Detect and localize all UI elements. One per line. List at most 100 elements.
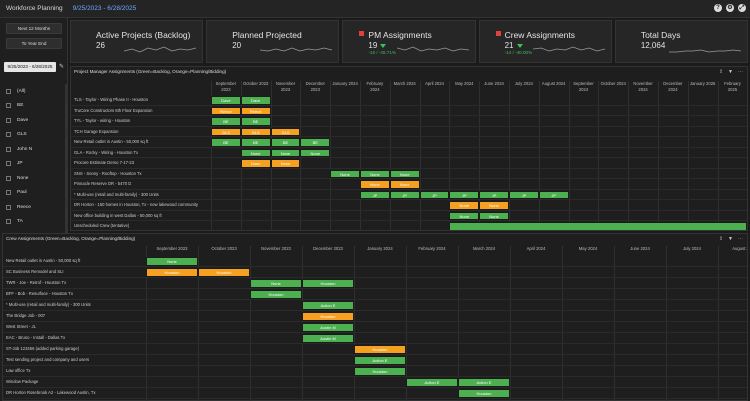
crew-export-icon[interactable]: ⇪ [718, 236, 724, 242]
filter-item[interactable]: BE [4, 99, 64, 114]
checkbox[interactable] [6, 190, 11, 196]
assignment-bar[interactable]: JP [538, 190, 569, 199]
filter-item[interactable]: John N [4, 142, 64, 157]
header-date-range[interactable]: 9/25/2023 - 6/28/2025 [72, 5, 137, 12]
month-header: August 2024 [541, 81, 566, 86]
assignment-bar[interactable]: None [479, 211, 509, 220]
assignment-bar[interactable]: Reece [240, 106, 271, 115]
assignment-bar[interactable]: JP [419, 190, 450, 199]
assignment-bar[interactable]: GLS [240, 127, 271, 136]
assignment-bar[interactable]: JP [479, 190, 509, 199]
assignment-bar[interactable]: GLS [211, 127, 241, 136]
assignment-bar[interactable]: None [146, 257, 198, 266]
grid-line [509, 81, 510, 230]
row-divider [3, 266, 747, 267]
assignment-bar[interactable]: Houston [458, 389, 510, 398]
filter-item[interactable]: TA [4, 215, 64, 230]
filter-scrollbar[interactable] [65, 84, 67, 234]
kpi-title: Planned Projected [232, 30, 302, 40]
row-label: * Multi-use (retail and multi-family) - … [74, 191, 159, 197]
checkbox[interactable] [6, 103, 11, 109]
assignment-bar[interactable]: Houston [354, 367, 406, 376]
assignment-bar[interactable]: JP [389, 190, 420, 199]
assignment-bar[interactable]: BE [211, 138, 241, 147]
to-year-end-button[interactable]: To Year End [6, 38, 62, 49]
checkbox[interactable] [6, 88, 11, 94]
filter-item[interactable]: JP [4, 157, 64, 172]
assignment-bar[interactable]: Action E [354, 356, 406, 365]
assignment-bar[interactable]: None [330, 169, 360, 178]
checkbox[interactable] [6, 117, 11, 123]
assignment-bar[interactable]: None [449, 211, 480, 220]
assignment-bar[interactable]: GLS [270, 127, 301, 136]
assignment-bar[interactable]: Reece [211, 106, 241, 115]
assignment-bar[interactable]: JP [449, 190, 480, 199]
month-header: September 2024 [573, 81, 594, 92]
row-label: West Street - JL [6, 324, 36, 329]
edit-pencil-icon[interactable]: ✎ [59, 64, 65, 70]
kpi-card[interactable]: Total Days 12,064 [614, 20, 749, 63]
help-icon[interactable]: ? [714, 4, 722, 12]
assignment-bar[interactable]: Houston [354, 345, 406, 354]
filter-item[interactable]: Paul [4, 186, 64, 201]
assignment-bar[interactable]: None [389, 169, 420, 178]
assignment-bar[interactable]: Houston [250, 290, 302, 299]
assignment-bar[interactable]: Houston [302, 312, 354, 321]
assignment-bar[interactable]: Austin M [302, 323, 354, 332]
assignment-bar[interactable]: None [300, 148, 331, 157]
checkbox[interactable] [6, 146, 11, 152]
assignment-bar[interactable]: Dave [240, 96, 271, 105]
assignment-bar[interactable]: BE [300, 138, 331, 147]
assignment-bar[interactable]: JP [360, 190, 390, 199]
filter-item[interactable]: Dave [4, 113, 64, 128]
filter-item[interactable]: Reece [4, 200, 64, 215]
assignment-bar[interactable]: Action E [302, 301, 354, 310]
assignment-bar[interactable]: Action E [458, 378, 510, 387]
assignment-bar[interactable]: None [240, 148, 271, 157]
assignment-bar[interactable]: BE [270, 138, 301, 147]
assignment-bar[interactable]: None [389, 180, 420, 189]
export-icon[interactable]: ⇪ [718, 69, 724, 75]
assignment-bar[interactable]: None [449, 201, 480, 210]
filter-icon[interactable]: ▼ [728, 69, 733, 75]
checkbox[interactable] [6, 175, 11, 181]
assignment-bar[interactable]: BE [211, 117, 241, 126]
filter-item[interactable]: None [4, 171, 64, 186]
assignment-bar[interactable]: Dave [211, 96, 241, 105]
checkbox[interactable] [6, 161, 11, 167]
assignment-bar[interactable]: None [479, 201, 509, 210]
filter-item[interactable]: (All) [4, 84, 64, 99]
assignment-bar[interactable]: Houston [198, 268, 250, 277]
assignment-bar[interactable]: None [360, 180, 390, 189]
assignment-bar[interactable]: None [360, 169, 390, 178]
assignment-bar[interactable]: None [240, 159, 271, 168]
assignment-bar[interactable]: Action E [406, 378, 458, 387]
assignment-bar[interactable] [449, 222, 747, 230]
checkbox[interactable] [6, 219, 11, 225]
assignment-bar[interactable]: Houston [146, 268, 198, 277]
checkbox[interactable] [6, 132, 11, 138]
kpi-card[interactable]: Active Projects (Backlog) 26 [70, 20, 204, 63]
crew-filter-icon[interactable]: ▼ [728, 236, 733, 242]
assignment-bar[interactable]: BE [240, 117, 271, 126]
more-options-icon[interactable]: ⋯ [738, 69, 743, 75]
assignment-bar[interactable]: JP [509, 190, 539, 199]
assignment-bar[interactable]: Austin M [302, 334, 354, 343]
assignment-bar[interactable]: None [250, 279, 302, 288]
settings-icon[interactable]: ⚙ [726, 4, 734, 12]
checkbox[interactable] [6, 204, 11, 210]
kpi-card[interactable]: PM Assignments 19 -16 / -45.71% [342, 20, 476, 63]
assignment-bar[interactable]: None [270, 148, 301, 157]
kpi-card[interactable]: Planned Projected 20 [206, 20, 340, 63]
assignment-bar[interactable]: BE [240, 138, 271, 147]
pm-filter-list: (All) BE Dave GLS John N JP None Paul Reece TA [4, 84, 64, 234]
grid-line [198, 246, 199, 401]
next-12-months-button[interactable]: Next 12 Months [6, 23, 62, 34]
date-range-input[interactable]: 9/25/2023 - 6/28/2025 [4, 62, 56, 72]
assignment-bar[interactable]: Houston [302, 279, 354, 288]
filter-item[interactable]: GLS [4, 128, 64, 143]
crew-more-options-icon[interactable]: ⋯ [738, 236, 743, 242]
kpi-card[interactable]: Crew Assignments 21 -14 / -40.00% [478, 20, 612, 63]
fullscreen-icon[interactable]: ⤢ [738, 4, 746, 12]
assignment-bar[interactable]: None [270, 159, 301, 168]
